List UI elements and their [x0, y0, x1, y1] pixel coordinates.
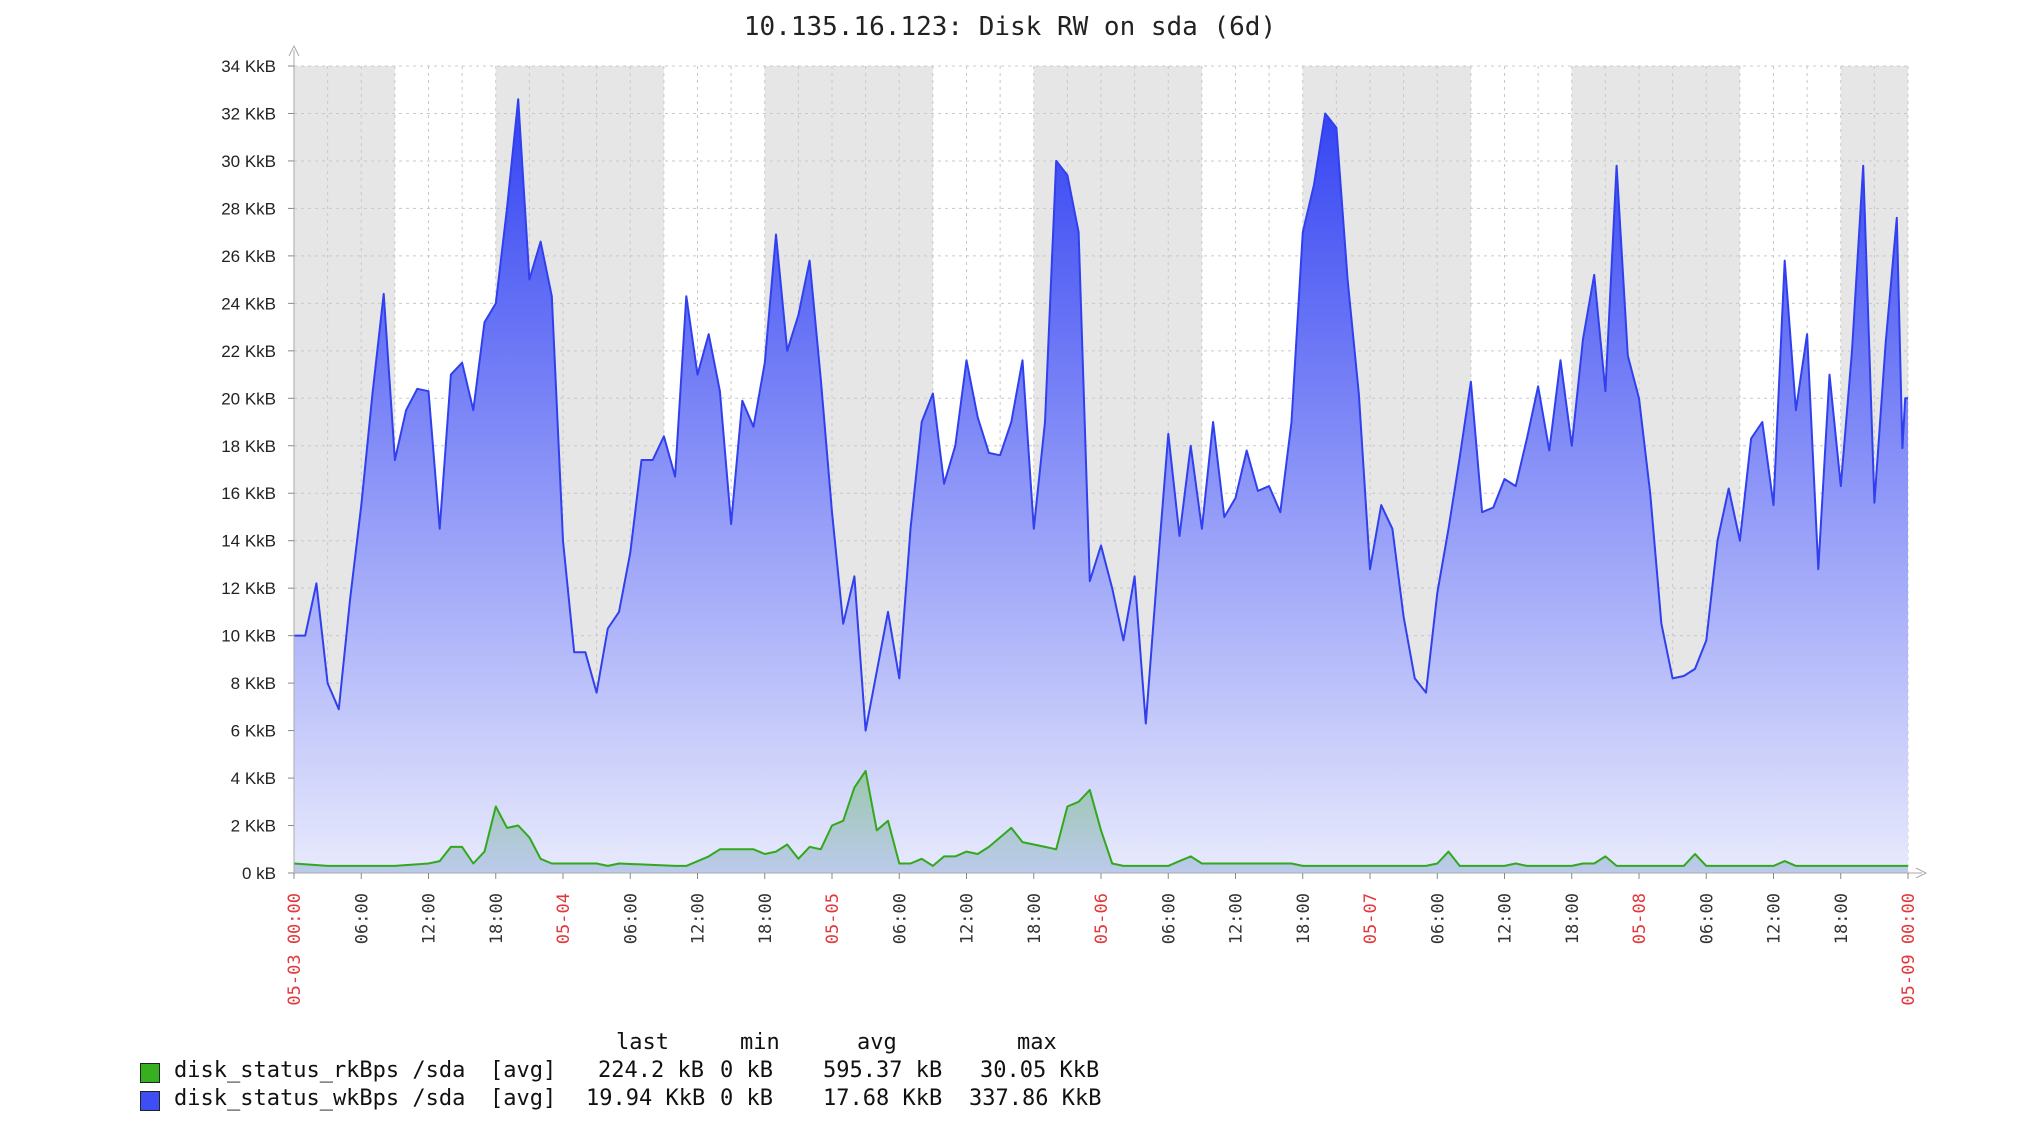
- x-tick-label: 05-05: [823, 893, 843, 944]
- legend-header-last: last: [616, 1030, 669, 1055]
- legend-min: 0 kB: [720, 1058, 773, 1083]
- legend-swatch-rkbps: [140, 1063, 160, 1083]
- x-tick-label: 06:00: [621, 893, 641, 944]
- legend-func: [avg]: [490, 1058, 557, 1083]
- y-tick-label: 14 KkB: [221, 532, 276, 551]
- y-tick-label: 12 KkB: [221, 579, 276, 598]
- legend-min: 0 kB: [720, 1086, 773, 1111]
- x-tick-label: 12:00: [1496, 893, 1516, 944]
- x-tick-label: 18:00: [1294, 893, 1314, 944]
- y-tick-label: 0 kB: [242, 864, 276, 883]
- x-tick-labels: 05-03 00:00 06:00 12:00 18:00 05-04 06:00 12:0…: [285, 873, 1919, 1006]
- x-tick-label: 06:00: [1428, 893, 1448, 944]
- series-line: [294, 98, 1908, 732]
- y-tick-label: 4 KkB: [231, 769, 276, 788]
- x-tick-label: 05-07: [1361, 893, 1381, 944]
- series-line: [293, 769, 1908, 867]
- legend-max: 30.05 KkB: [980, 1058, 1100, 1083]
- x-tick-label: 05-03 00:00: [285, 893, 305, 1006]
- y-tick-label: 20 KkB: [221, 389, 276, 408]
- y-tick-label: 16 KkB: [221, 484, 276, 503]
- legend-header-avg: avg: [857, 1030, 897, 1055]
- x-tick-label: 05-09 00:00: [1899, 893, 1919, 1006]
- y-tick-label: 26 KkB: [221, 247, 276, 266]
- y-tick-label: 6 KkB: [231, 722, 276, 741]
- legend-last: 19.94 KkB: [586, 1086, 706, 1111]
- legend-func: [avg]: [490, 1086, 557, 1111]
- x-tick-label: 06:00: [890, 893, 910, 944]
- legend-swatch-wkbps: [140, 1091, 160, 1111]
- x-tick-label: 12:00: [420, 893, 440, 944]
- legend-avg: 595.37 kB: [823, 1058, 943, 1083]
- y-tick-label: 2 KkB: [231, 817, 276, 836]
- y-tick-label: 8 KkB: [231, 674, 276, 693]
- y-tick-label: 30 KkB: [221, 152, 276, 171]
- series-area: [294, 99, 1908, 873]
- x-tick-label: 06:00: [1697, 893, 1717, 944]
- series-layer: [293, 98, 1908, 873]
- chart-title: 10.135.16.123: Disk RW on sda (6d): [743, 12, 1277, 42]
- x-tick-label: 06:00: [1159, 893, 1179, 944]
- legend-series-name: disk_status_wkBps /sda: [174, 1086, 466, 1111]
- x-tick-label: 05-08: [1630, 893, 1650, 944]
- y-tick-label: 18 KkB: [221, 437, 276, 456]
- y-tick-label: 24 KkB: [221, 294, 276, 313]
- legend-series-name: disk_status_rkBps /sda: [174, 1058, 466, 1083]
- x-tick-label: 18:00: [1563, 893, 1583, 944]
- x-tick-label: 12:00: [958, 893, 978, 944]
- x-tick-label: 05-04: [554, 893, 574, 944]
- y-axis-arrow-icon: [288, 44, 300, 57]
- y-tick-labels: 0 kB 2 KkB 4 KkB 6 KkB 8 KkB 10 KkB 12 KkB 14 K…: [221, 57, 294, 883]
- x-axis-arrow-icon: [1915, 867, 1928, 879]
- y-tick-label: 32 KkB: [221, 104, 276, 123]
- x-tick-label: 18:00: [487, 893, 507, 944]
- series-area: [294, 770, 1908, 873]
- legend-header-max: max: [1017, 1030, 1057, 1055]
- x-tick-label: 12:00: [1227, 893, 1247, 944]
- legend-last: 224.2 kB: [598, 1058, 704, 1083]
- x-tick-label: 12:00: [689, 893, 709, 944]
- x-tick-label: 06:00: [352, 893, 372, 944]
- legend-max: 337.86 KkB: [969, 1086, 1102, 1111]
- x-tick-label: 18:00: [756, 893, 776, 944]
- x-tick-label: 18:00: [1025, 893, 1045, 944]
- x-tick-label: 18:00: [1832, 893, 1852, 944]
- legend-avg: 17.68 KkB: [823, 1086, 943, 1111]
- legend-header-min: min: [740, 1030, 780, 1055]
- axes: [288, 44, 1928, 879]
- y-tick-label: 34 KkB: [221, 57, 276, 76]
- chart-svg: 0 kB 2 KkB 4 KkB 6 KkB 8 KkB 10 KkB 12 KkB 14 K…: [221, 44, 1928, 1006]
- x-tick-label: 12:00: [1765, 893, 1785, 944]
- x-tick-label: 05-06: [1092, 893, 1112, 944]
- y-tick-label: 28 KkB: [221, 199, 276, 218]
- y-tick-label: 22 KkB: [221, 342, 276, 361]
- y-tick-label: 10 KkB: [221, 627, 276, 646]
